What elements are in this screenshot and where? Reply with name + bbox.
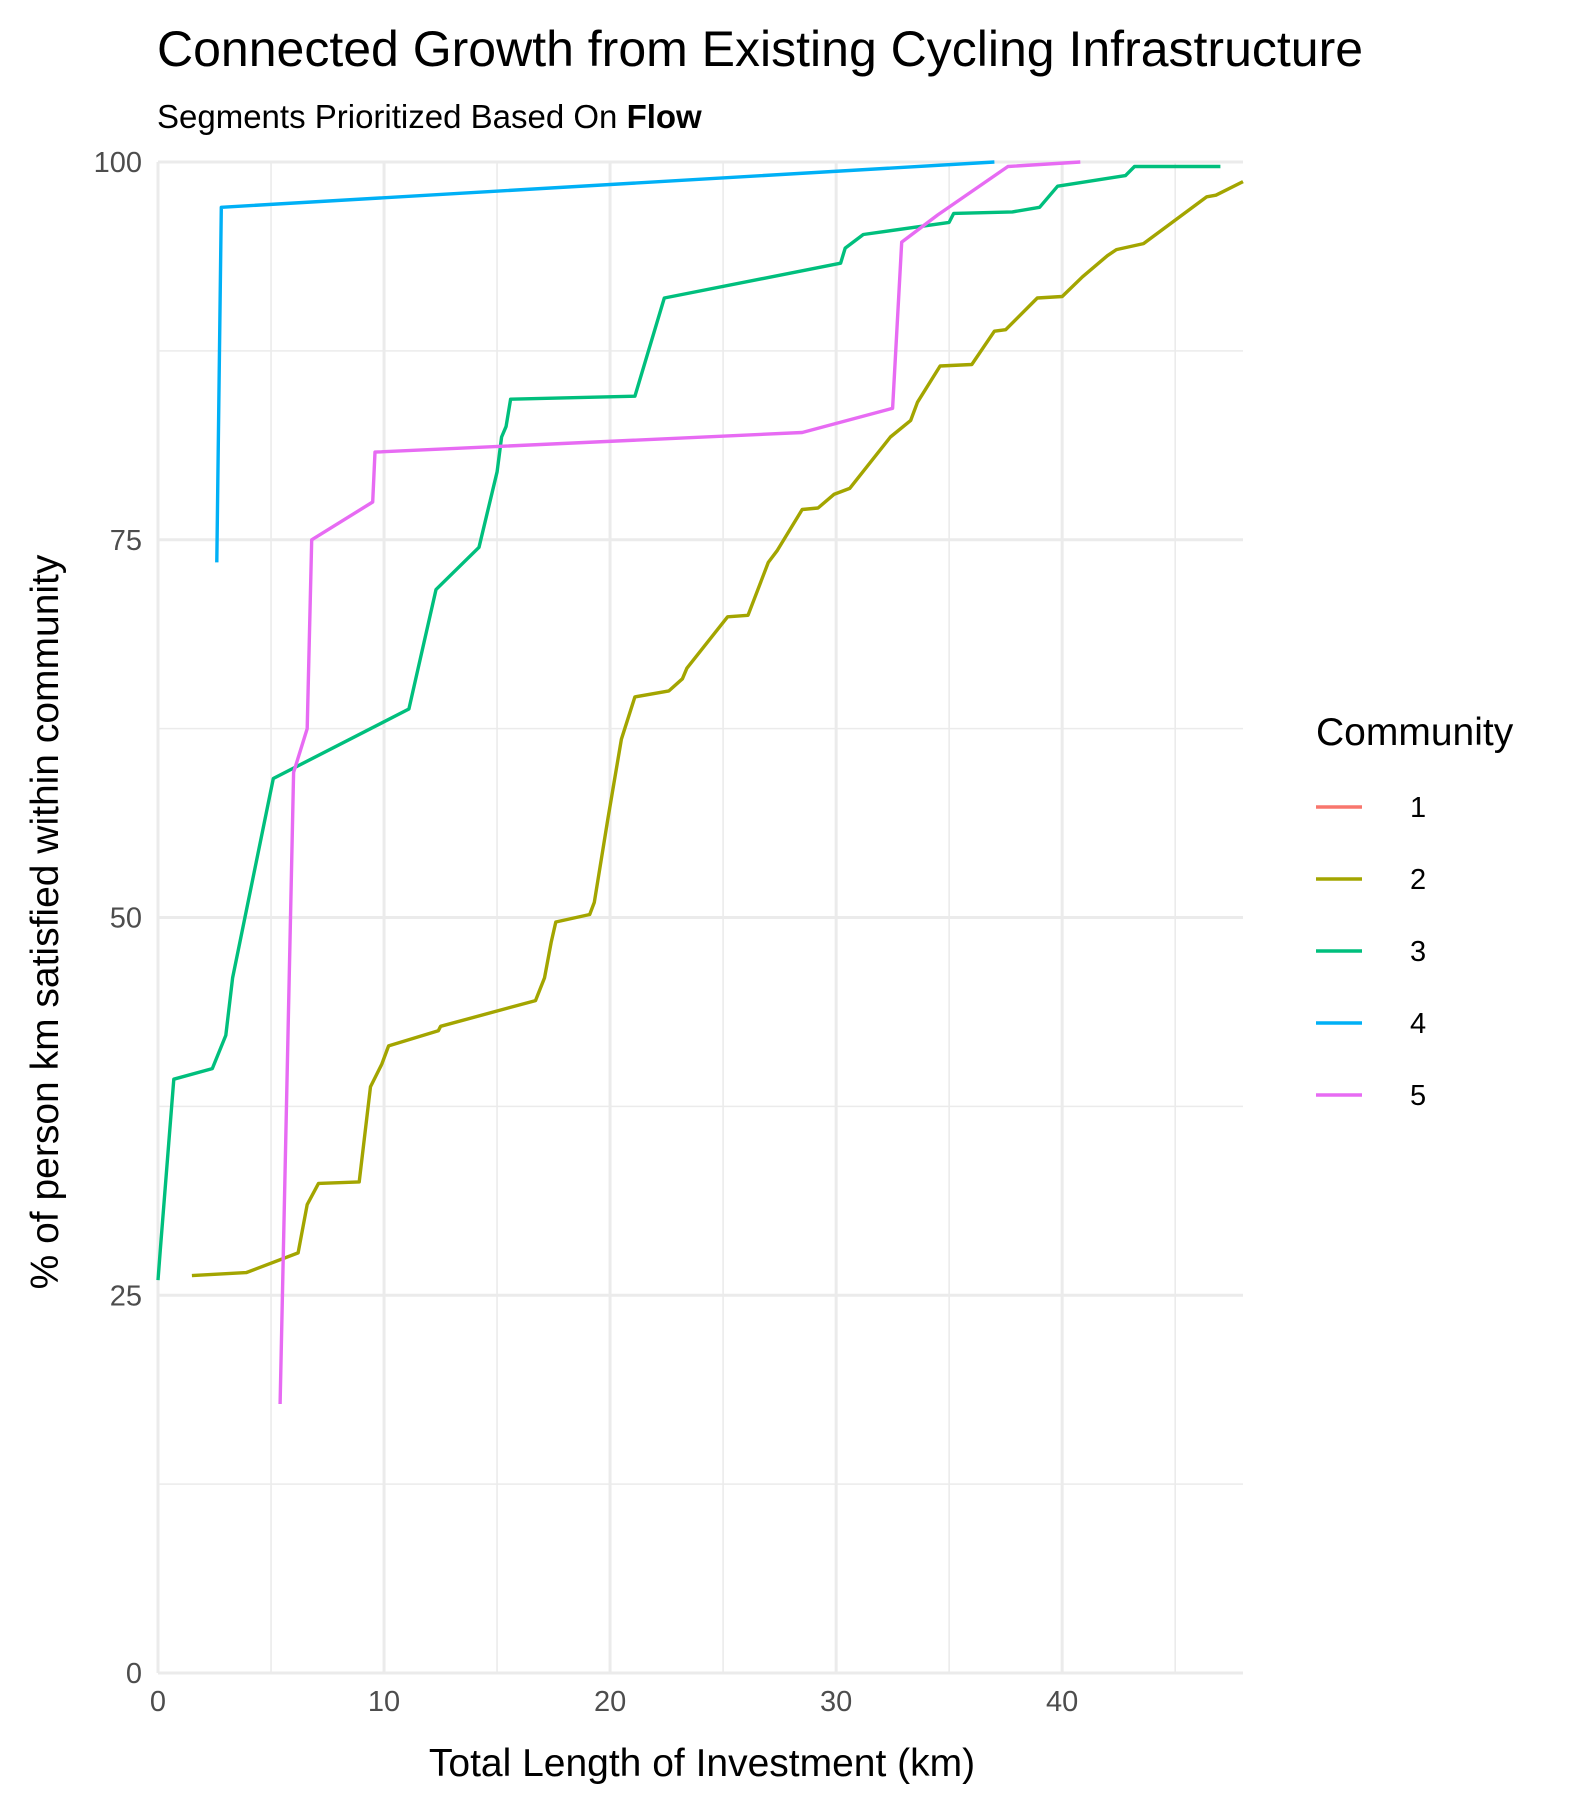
chart-subtitle: Segments Prioritized Based On Flow — [157, 98, 702, 135]
legend-label-3: 3 — [1410, 936, 1426, 968]
y-tick-label: 50 — [110, 903, 142, 935]
legend-label-5: 5 — [1410, 1080, 1426, 1112]
legend-items: 1 2 3 4 5 — [1316, 792, 1426, 1112]
x-tick-label: 20 — [594, 1686, 626, 1718]
chart-subtitle-prefix: Segments Prioritized Based On — [157, 98, 627, 135]
x-tick-label: 0 — [150, 1686, 166, 1718]
y-tick-label: 100 — [94, 147, 142, 179]
legend-title: Community — [1316, 711, 1514, 754]
series-line-3 — [156, 164, 1221, 1281]
y-tick-label: 75 — [110, 525, 142, 557]
x-tick-label: 40 — [1046, 1686, 1078, 1718]
y-axis-title: % of person km satisfied within communit… — [24, 554, 67, 1289]
x-tick-label: 30 — [820, 1686, 852, 1718]
chart-subtitle-bold: Flow — [627, 98, 702, 135]
legend-label-1: 1 — [1410, 792, 1426, 824]
x-tick-label: 10 — [368, 1686, 400, 1718]
series-line-2 — [191, 180, 1244, 1278]
y-tick-label: 25 — [110, 1280, 142, 1312]
series-line-4 — [215, 160, 995, 563]
series-line-5 — [278, 160, 1081, 1405]
series-lines — [156, 160, 1244, 1405]
legend: Community 1 2 3 4 5 — [1316, 711, 1514, 1112]
legend-label-4: 4 — [1410, 1008, 1426, 1040]
x-axis-title: Total Length of Investment (km) — [429, 1742, 975, 1785]
chart-title: Connected Growth from Existing Cycling I… — [157, 21, 1363, 77]
y-tick-label: 0 — [126, 1658, 142, 1690]
y-axis-tick-labels: 0 25 50 75 100 — [94, 147, 142, 1690]
legend-label-2: 2 — [1410, 864, 1426, 896]
x-axis-tick-labels: 0 10 20 30 40 — [150, 1686, 1078, 1718]
